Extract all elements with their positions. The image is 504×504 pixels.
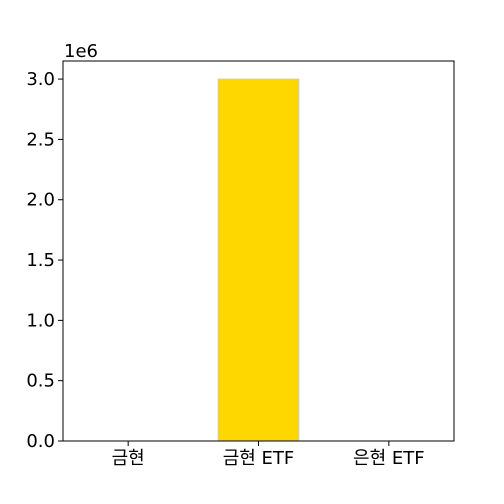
y-tick-label: 1.5 [26,250,55,271]
x-category-label: 금현 [112,448,145,469]
y-axis-offset-label: 1e6 [64,41,98,62]
y-tick-label: 3.0 [26,69,55,90]
y-axis: 0.0 0.5 1.0 1.5 2.0 2.5 3.0 [26,69,63,452]
y-tick-label: 2.5 [26,129,55,150]
y-tick-label: 2.0 [26,190,55,211]
x-axis: 금현 금현 ETF 은현 ETF [112,441,425,469]
plot-frame [62,60,455,442]
x-category-label: 금현 ETF [223,448,295,469]
y-tick-label: 0.5 [26,371,55,392]
y-tick-label: 0.0 [26,431,55,452]
bars-group [217,78,300,442]
x-category-label: 은현 ETF [353,448,425,469]
bar [217,78,300,442]
y-tick-label: 1.0 [26,310,55,331]
